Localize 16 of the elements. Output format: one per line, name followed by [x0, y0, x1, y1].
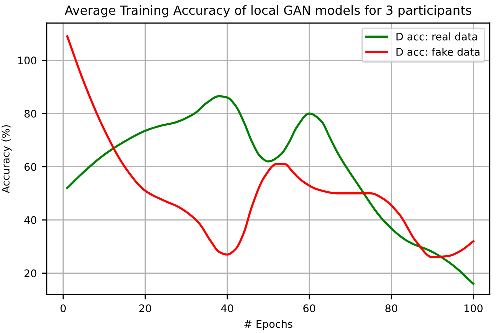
x-tick-label: 0 [60, 304, 66, 312]
x-tick-label: 20 [140, 304, 152, 312]
x-tick-label: 80 [386, 304, 398, 312]
y-tick-label: 20 [24, 270, 37, 278]
y-tick-label: 80 [24, 110, 37, 118]
y-tick-label: 40 [24, 216, 37, 224]
x-tick-label: 40 [221, 304, 234, 312]
x-axis-title: # Epochs [244, 320, 293, 330]
legend-label: D acc: real data [396, 32, 478, 41]
y-tick-label: 60 [24, 163, 37, 172]
y-axis-title: Accuracy (%) [2, 125, 12, 194]
chart-title: Average Training Accuracy of local GAN models for 3 participants [65, 5, 472, 18]
legend-label: D acc: fake data [396, 48, 480, 56]
y-tick-label: 100 [18, 56, 37, 65]
x-tick-label: 100 [464, 304, 483, 312]
x-tick-label: 60 [304, 304, 316, 312]
